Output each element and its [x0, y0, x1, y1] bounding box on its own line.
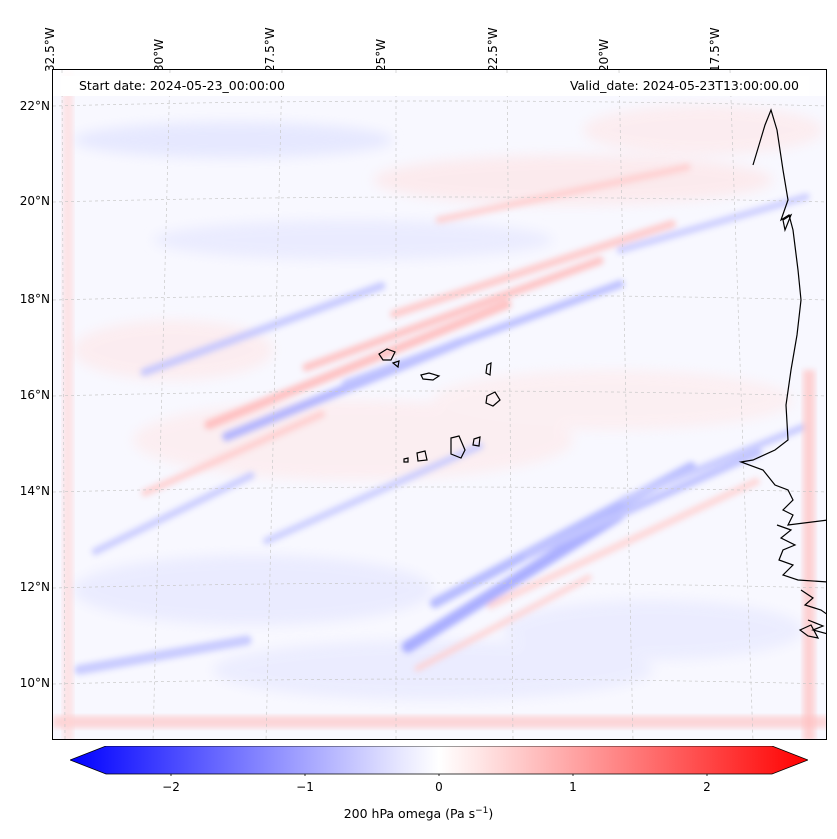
lat-label-22n: 22°N — [19, 99, 50, 113]
colorbar-tick-label: −1 — [296, 780, 314, 794]
lat-label-12n: 12°N — [19, 580, 50, 594]
colorbar — [70, 746, 808, 776]
lon-label-20w: 20°W — [597, 38, 611, 72]
lon-label-30w: 30°W — [152, 38, 166, 72]
coastlines — [378, 108, 826, 639]
island-sao-nicolau — [420, 372, 441, 381]
colorbar-gradient — [70, 746, 808, 775]
island-santiago — [450, 435, 466, 459]
colorbar-ticks — [170, 774, 708, 776]
lat-label-14n: 14°N — [19, 484, 50, 498]
lon-label-22-5w: 22.5°W — [486, 27, 500, 72]
omega-field-shading — [53, 70, 826, 739]
lat-label-20n: 20°N — [19, 194, 50, 208]
lon-label-25w: 25°W — [374, 38, 388, 72]
lon-label-27-5w: 27.5°W — [263, 27, 277, 72]
lat-label-16n: 16°N — [19, 388, 50, 402]
omega-field-map — [53, 70, 826, 739]
island-maio — [472, 436, 481, 447]
start-date-label: Start date: 2024-05-23_00:00:00 — [79, 78, 285, 93]
island-santo-antao — [378, 348, 396, 361]
valid-date-label: Valid_date: 2024-05-23T13:00:00.00 — [569, 78, 799, 93]
header-band — [61, 76, 809, 96]
lon-label-17-5w: 17.5°W — [708, 27, 722, 72]
island-boa-vista — [485, 391, 501, 407]
island-brava — [403, 457, 409, 463]
island-sal — [485, 361, 492, 376]
map-panel — [52, 69, 827, 740]
lat-label-18n: 18°N — [19, 292, 50, 306]
map-gridlines — [53, 70, 826, 739]
island-fogo — [416, 450, 428, 462]
island-sao-vicente — [391, 360, 400, 369]
lat-label-10n: 10°N — [19, 676, 50, 690]
colorbar-tick-label: 1 — [569, 780, 577, 794]
colorbar-tick-label: −2 — [162, 780, 180, 794]
colorbar-tick-label: 2 — [703, 780, 711, 794]
colorbar-label: 200 hPa omega (Pa s−1) — [343, 806, 494, 822]
colorbar-tick-label: 0 — [435, 780, 443, 794]
africa-coastline — [738, 108, 826, 526]
lon-label-32-5w: 32.5°W — [43, 27, 57, 72]
